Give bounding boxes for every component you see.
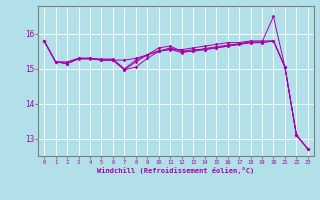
X-axis label: Windchill (Refroidissement éolien,°C): Windchill (Refroidissement éolien,°C)	[97, 167, 255, 174]
